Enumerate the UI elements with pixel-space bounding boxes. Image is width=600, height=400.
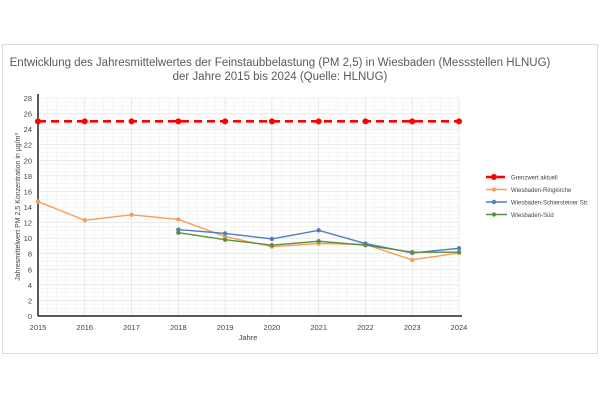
data-point bbox=[222, 231, 228, 236]
y-tick-label: 20 bbox=[24, 156, 32, 165]
y-tick-label: 28 bbox=[24, 94, 32, 103]
x-tick-label: 2016 bbox=[76, 323, 93, 332]
y-tick-label: 2 bbox=[28, 296, 32, 305]
legend-marker bbox=[491, 212, 497, 217]
x-tick-label: 2021 bbox=[310, 323, 327, 332]
data-point bbox=[35, 199, 41, 204]
data-point bbox=[129, 212, 134, 217]
x-tick-label: 2024 bbox=[451, 323, 468, 332]
y-tick-label: 18 bbox=[24, 172, 32, 181]
y-tick-label: 10 bbox=[24, 234, 32, 243]
legend-label: Wiesbaden-Ringkirche bbox=[511, 188, 572, 194]
x-tick-label: 2020 bbox=[264, 323, 281, 332]
data-point bbox=[456, 246, 462, 251]
data-point bbox=[316, 239, 321, 244]
legend-label: Grenzwert aktuell bbox=[511, 176, 558, 182]
data-point bbox=[82, 218, 87, 223]
y-tick-label: 0 bbox=[28, 312, 32, 321]
data-point bbox=[81, 118, 88, 125]
data-point bbox=[316, 228, 321, 233]
y-tick-label: 12 bbox=[24, 219, 32, 228]
data-point bbox=[222, 118, 229, 125]
data-point bbox=[456, 118, 462, 125]
x-tick-label: 2023 bbox=[404, 323, 421, 332]
data-point bbox=[176, 217, 181, 222]
data-point bbox=[175, 118, 182, 125]
y-tick-label: 16 bbox=[24, 187, 32, 196]
series-line-1 bbox=[37, 200, 460, 261]
data-point bbox=[410, 249, 415, 255]
data-point bbox=[176, 227, 181, 232]
y-tick-label: 22 bbox=[24, 141, 32, 150]
data-point bbox=[35, 118, 41, 125]
x-tick-label: 2019 bbox=[217, 323, 234, 332]
data-point bbox=[269, 242, 275, 248]
data-point bbox=[362, 118, 369, 125]
x-tick-label: 2017 bbox=[123, 323, 140, 332]
chart-frame bbox=[2, 44, 598, 354]
data-point bbox=[222, 237, 228, 242]
legend-marker bbox=[491, 187, 497, 192]
y-tick-label: 26 bbox=[24, 110, 32, 119]
data-point bbox=[128, 118, 135, 125]
data-point bbox=[269, 236, 275, 242]
y-tick-label: 6 bbox=[28, 265, 32, 274]
data-point bbox=[410, 257, 415, 263]
y-tick-label: 24 bbox=[24, 125, 32, 134]
legend-label: Wiesbaden-Süd bbox=[511, 213, 554, 219]
y-axis-label: Jahresmittelwert PM 2,5 Konzentration in… bbox=[15, 133, 22, 281]
chart-title: Entwicklung des Jahresmittelwertes der F… bbox=[9, 57, 551, 83]
x-axis-label: Jahre bbox=[239, 333, 258, 342]
x-tick-label: 2022 bbox=[357, 323, 374, 332]
data-point bbox=[222, 234, 228, 239]
data-point bbox=[363, 242, 368, 248]
legend-marker bbox=[491, 174, 497, 180]
data-point bbox=[456, 249, 462, 255]
data-point bbox=[176, 230, 181, 235]
data-point bbox=[315, 118, 322, 125]
y-tick-label: 4 bbox=[28, 281, 32, 290]
data-point bbox=[268, 118, 275, 125]
x-tick-label: 2015 bbox=[30, 323, 47, 332]
legend-marker bbox=[491, 199, 497, 205]
data-point bbox=[409, 118, 416, 125]
y-tick-label: 14 bbox=[24, 203, 32, 212]
legend-label: Wiesbaden-Schiersteiner Str. bbox=[511, 201, 589, 207]
y-tick-label: 8 bbox=[28, 250, 32, 259]
x-tick-label: 2018 bbox=[170, 323, 187, 332]
